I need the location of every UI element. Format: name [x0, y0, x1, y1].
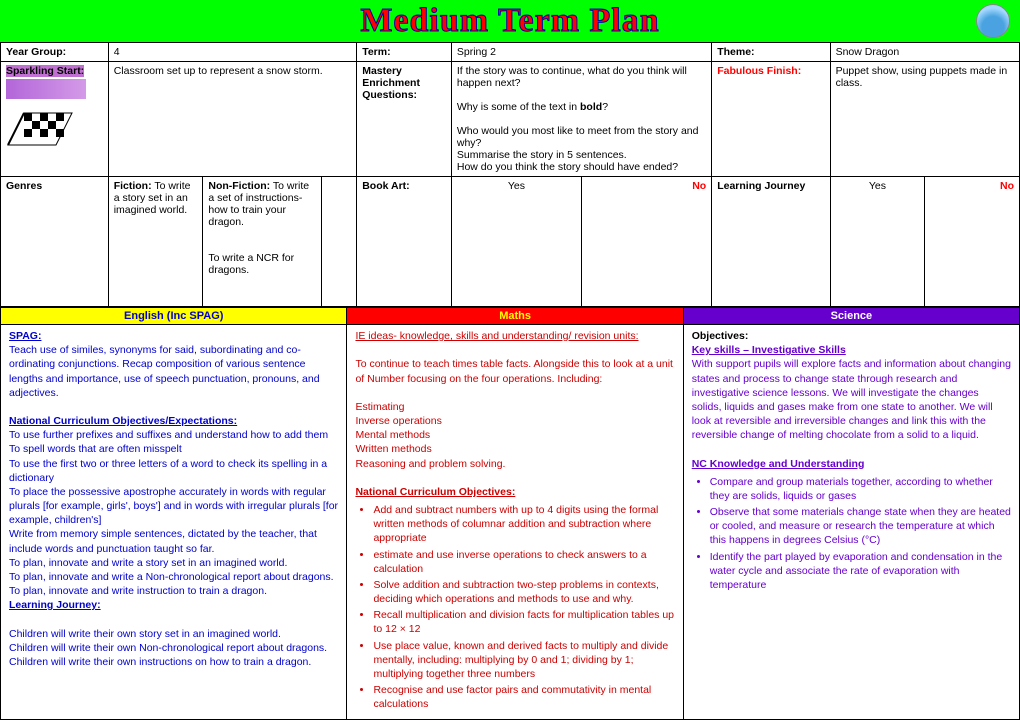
mastery-q3: Who would you most like to meet from the… — [457, 125, 706, 149]
sci-b2: Observe that some materials change state… — [710, 505, 1011, 548]
sparkling-start-value: Classroom set up to represent a snow sto… — [108, 62, 357, 177]
sci-intro: With support pupils will explore facts a… — [692, 358, 1011, 441]
science-cell: Objectives: Key skills – Investigative S… — [683, 325, 1019, 720]
sci-b3: Identify the part played by evaporation … — [710, 550, 1011, 593]
maths-m2: Inverse operations — [355, 415, 441, 427]
row-start-mastery-finish: Sparkling Start: Classroom set up to rep… — [1, 62, 1020, 177]
maths-ie-label: IE ideas- knowledge, skills and understa… — [355, 330, 638, 342]
maths-b6: Recognise and use factor pairs and commu… — [373, 683, 674, 711]
learning-journey-yes: Yes — [830, 177, 925, 307]
learning-journey-label: Learning Journey — [712, 177, 830, 307]
spag-label: SPAG: — [9, 330, 41, 342]
row-year-term-theme: Year Group: 4 Term: Spring 2 Theme: Snow… — [1, 43, 1020, 62]
maths-header: Maths — [347, 308, 683, 325]
mastery-q5: How do you think the story should have e… — [457, 161, 706, 173]
spacer-1 — [321, 177, 357, 307]
mastery-q1: If the story was to continue, what do yo… — [457, 65, 706, 89]
fab-finish-value: Puppet show, using puppets made in class… — [830, 62, 1019, 177]
genres-label: Genres — [1, 177, 109, 307]
sci-keyskills-label: Key skills – Investigative Skills — [692, 344, 846, 356]
sparkling-start-label: Sparkling Start: — [6, 65, 84, 77]
maths-m5: Reasoning and problem solving. — [355, 458, 505, 470]
header-bar: Medium Term Plan — [0, 0, 1020, 42]
maths-m4: Written methods — [355, 443, 431, 455]
page-title: Medium Term Plan — [360, 2, 659, 40]
sci-nc-label: NC Knowledge and Understanding — [692, 458, 865, 470]
sci-bullets: Compare and group materials together, ac… — [710, 475, 1011, 592]
mastery-q2: Why is some of the text in bold? — [457, 101, 706, 113]
maths-b5: Use place value, known and derived facts… — [373, 639, 674, 682]
mastery-questions: If the story was to continue, what do yo… — [451, 62, 711, 177]
science-header: Science — [683, 308, 1019, 325]
maths-b3: Solve addition and subtraction two-step … — [373, 578, 674, 606]
learning-journey-no: No — [925, 177, 1020, 307]
eng-nc4: To place the possessive apostrophe accur… — [9, 486, 338, 526]
book-art-label: Book Art: — [357, 177, 452, 307]
fiction-cell: Fiction: To write a story set in an imag… — [108, 177, 203, 307]
subjects-table: English (Inc SPAG) Maths Science SPAG: T… — [0, 307, 1020, 720]
term-label: Term: — [357, 43, 452, 62]
row-genres: Genres Fiction: To write a story set in … — [1, 177, 1020, 307]
theme-label: Theme: — [712, 43, 830, 62]
eng-lj3: Children will write their own instructio… — [9, 656, 311, 668]
maths-intro: To continue to teach times table facts. … — [355, 358, 673, 384]
maths-b4: Recall multiplication and division facts… — [373, 608, 674, 636]
eng-lj1: Children will write their own story set … — [9, 628, 281, 640]
english-cell: SPAG: Teach use of similes, synonyms for… — [1, 325, 347, 720]
eng-nc2: To spell words that are often misspelt — [9, 443, 182, 455]
chequered-flag-icon — [6, 107, 76, 147]
english-header: English (Inc SPAG) — [1, 308, 347, 325]
sci-obj-label: Objectives: — [692, 330, 749, 342]
book-art-yes: Yes — [451, 177, 581, 307]
maths-b2: estimate and use inverse operations to c… — [373, 548, 674, 576]
subjects-header-row: English (Inc SPAG) Maths Science — [1, 308, 1020, 325]
maths-b1: Add and subtract numbers with up to 4 di… — [373, 503, 674, 546]
maths-nc-label: National Curriculum Objectives: — [355, 486, 515, 498]
eng-nc-label: National Curriculum Objectives/Expectati… — [9, 415, 237, 427]
sci-b1: Compare and group materials together, ac… — [710, 475, 1011, 503]
theme-value: Snow Dragon — [830, 43, 1019, 62]
logo-icon — [976, 4, 1010, 38]
term-value: Spring 2 — [451, 43, 711, 62]
nonfiction-cell: Non-Fiction: To write a set of instructi… — [203, 177, 321, 307]
year-group-value: 4 — [108, 43, 357, 62]
eng-lj-label: Learning Journey: — [9, 599, 101, 611]
star-image-icon — [6, 79, 86, 99]
sparkling-start-cell: Sparkling Start: — [1, 62, 109, 177]
eng-nc6: To plan, innovate and write a story set … — [9, 557, 287, 569]
eng-nc7: To plan, innovate and write a Non-chrono… — [9, 571, 334, 583]
year-group-label: Year Group: — [1, 43, 109, 62]
eng-nc3: To use the first two or three letters of… — [9, 458, 327, 484]
eng-nc5: Write from memory simple sentences, dict… — [9, 528, 317, 554]
fab-finish-label: Fabulous Finish: — [712, 62, 830, 177]
mastery-q4: Summarise the story in 5 sentences. — [457, 149, 706, 161]
maths-bullets: Add and subtract numbers with up to 4 di… — [373, 503, 674, 711]
eng-lj2: Children will write their own Non-chrono… — [9, 642, 327, 654]
info-table: Year Group: 4 Term: Spring 2 Theme: Snow… — [0, 42, 1020, 307]
mastery-label: Mastery Enrichment Questions: — [357, 62, 452, 177]
eng-nc1: To use further prefixes and suffixes and… — [9, 429, 328, 441]
maths-m1: Estimating — [355, 401, 404, 413]
spag-body: Teach use of similes, synonyms for said,… — [9, 344, 320, 399]
eng-nc8: To plan, innovate and write instruction … — [9, 585, 267, 597]
maths-cell: IE ideas- knowledge, skills and understa… — [347, 325, 683, 720]
subjects-body-row: SPAG: Teach use of similes, synonyms for… — [1, 325, 1020, 720]
book-art-no: No — [582, 177, 712, 307]
maths-m3: Mental methods — [355, 429, 430, 441]
